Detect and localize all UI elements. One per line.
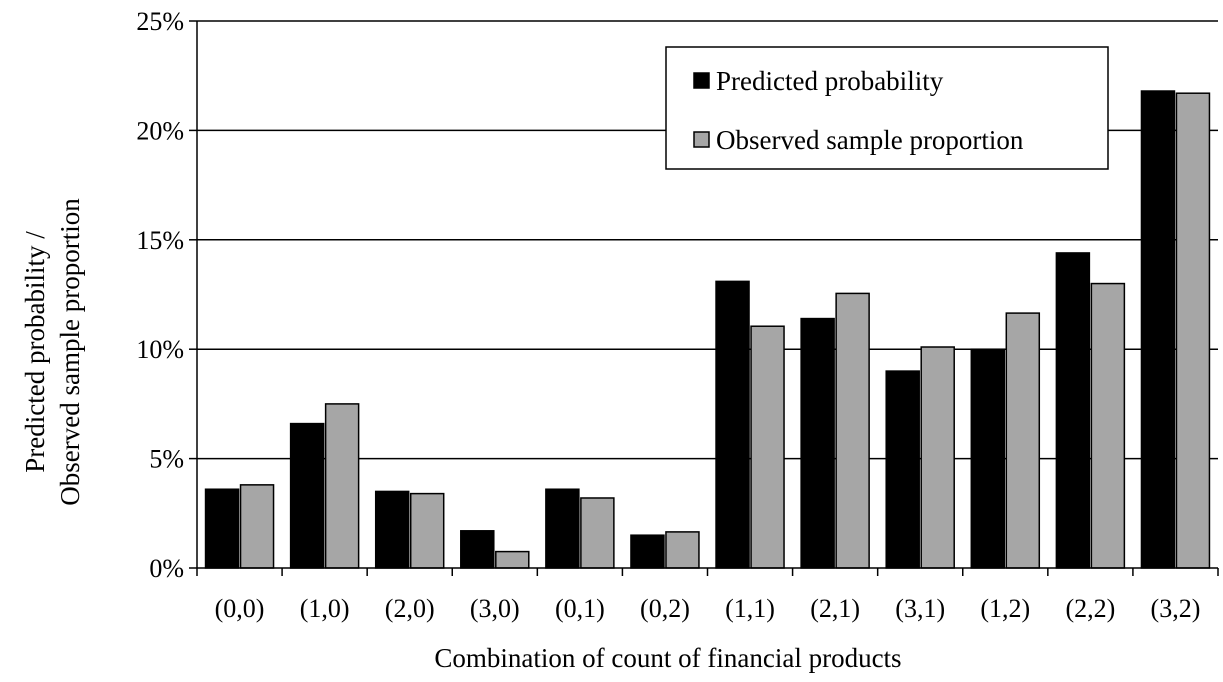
x-tick-label: (3,0) [470, 594, 520, 623]
y-tick-label: 20% [136, 116, 184, 145]
axes [189, 20, 1219, 576]
x-tick-labels: (0,0) (1,0) (2,0) (3,0) (0,1) (0,2) (1,1) (2,1)… [215, 594, 1201, 623]
x-tick-label: (2,1) [810, 594, 860, 623]
bar-predicted [374, 490, 410, 569]
bar-predicted [545, 488, 580, 569]
y-tick-label: 5% [149, 445, 184, 474]
bar-observed [750, 325, 785, 569]
bar-predicted [1055, 252, 1091, 569]
y-tick-label: 25% [136, 7, 184, 36]
x-tick-label: (2,0) [385, 594, 435, 623]
x-tick-label: (0,2) [640, 594, 690, 623]
bar-observed [920, 346, 955, 569]
legend-swatch-predicted [693, 72, 710, 89]
bar-observed [665, 531, 700, 569]
bar-observed [580, 497, 615, 569]
bar-predicted [800, 317, 835, 569]
x-axis-title: Combination of count of financial produc… [434, 643, 901, 673]
x-tick-label: (0,1) [555, 594, 605, 623]
legend-box [665, 46, 1109, 170]
bar-predicted [970, 348, 1006, 569]
legend-label-predicted: Predicted probability [716, 66, 944, 96]
x-tick-label: (1,2) [980, 594, 1030, 623]
legend-label-observed: Observed sample proportion [716, 125, 1024, 155]
y-axis-title-line-1: Predicted probability / [20, 231, 50, 473]
bar-observed [239, 484, 275, 569]
bar-observed [409, 492, 445, 569]
x-tick-label: (0,0) [215, 594, 265, 623]
y-tick-label: 0% [149, 554, 184, 583]
bar-predicted [715, 280, 750, 569]
x-tick-label: (2,2) [1065, 594, 1115, 623]
bar-observed [495, 550, 530, 569]
bar-predicted [1140, 90, 1176, 569]
y-tick-label: 10% [136, 335, 184, 364]
y-tick-label: 15% [136, 226, 184, 255]
bar-observed [324, 403, 360, 569]
x-tick-label: (3,1) [895, 594, 945, 623]
bar-predicted [204, 488, 240, 569]
bar-predicted [630, 534, 665, 569]
bar-predicted [885, 370, 920, 569]
bar-observed [835, 292, 870, 569]
bar-observed [1005, 312, 1041, 569]
bar-observed [1090, 282, 1126, 569]
x-tick-label: (1,1) [725, 594, 775, 623]
y-axis-title-line-2: Observed sample proportion [55, 198, 85, 506]
bars [204, 90, 1211, 569]
y-tick-labels: 0% 5% 10% 15% 20% 25% [136, 7, 184, 583]
bar-predicted [289, 422, 325, 569]
x-tick-label: (3,2) [1151, 594, 1201, 623]
legend: Predicted probability Observed sample pr… [665, 46, 1109, 170]
legend-swatch-observed [693, 131, 710, 148]
bar-predicted [460, 530, 495, 569]
bar-observed [1175, 92, 1211, 569]
x-tick-label: (1,0) [300, 594, 350, 623]
